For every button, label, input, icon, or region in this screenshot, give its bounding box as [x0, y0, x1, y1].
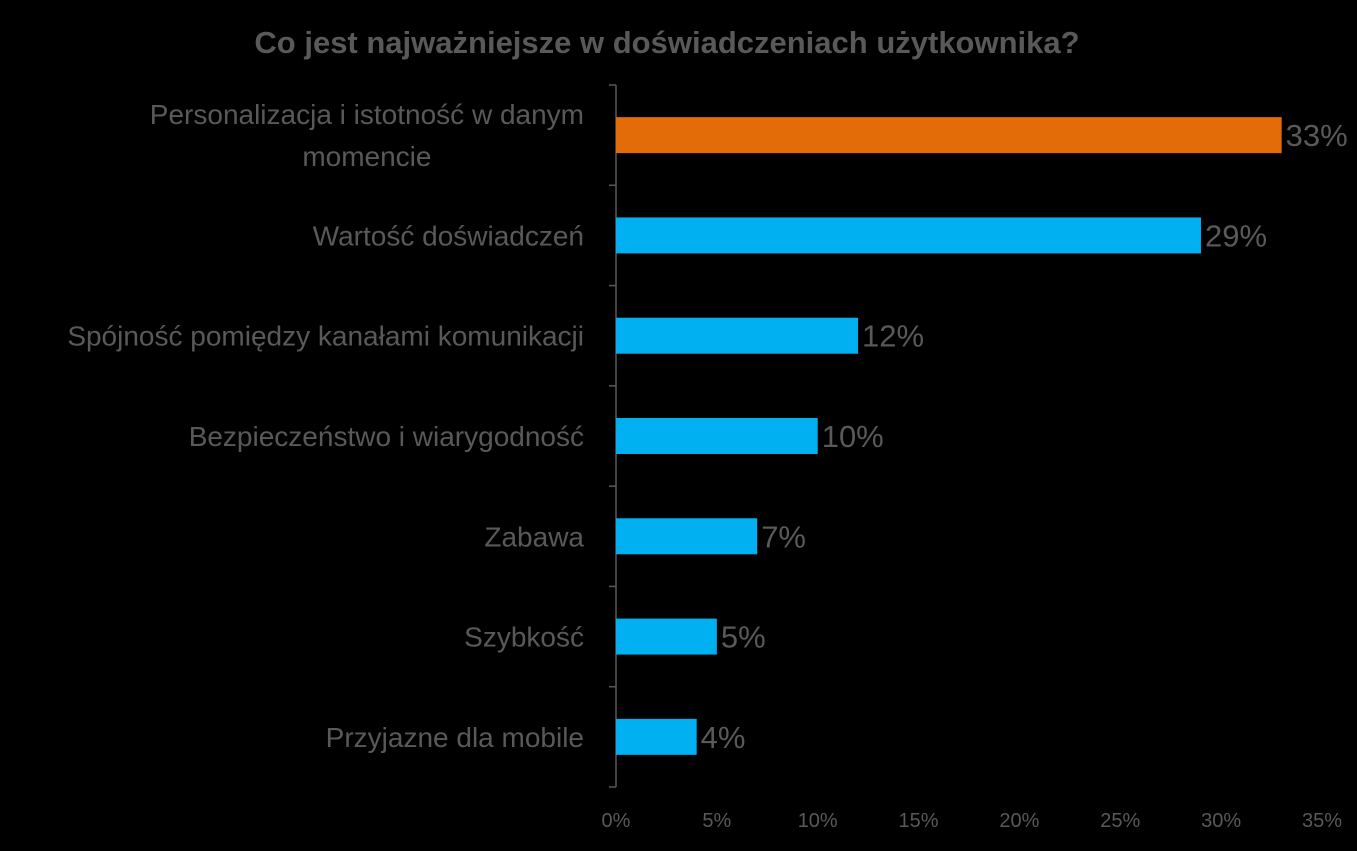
category-label-line: Zabawa [484, 521, 584, 552]
x-tick-label: 10% [798, 810, 838, 832]
category-label-line: Wartość doświadczeń [313, 220, 584, 251]
x-tick-label: 35% [1302, 810, 1342, 832]
x-tick-label: 15% [899, 810, 939, 832]
x-tick-label: 20% [999, 810, 1039, 832]
bars-layer [616, 117, 1282, 755]
category-label: Przyjazne dla mobile [326, 722, 584, 753]
category-label-line: Spójność pomiędzy kanałami komunikacji [67, 321, 584, 352]
category-label: Bezpieczeństwo i wiarygodność [189, 421, 584, 452]
x-tick-label: 0% [602, 810, 631, 832]
category-label-line: Przyjazne dla mobile [326, 722, 584, 753]
x-tick-label: 30% [1201, 810, 1241, 832]
category-label: Personalizacja i istotność w danym momenc… [150, 99, 584, 172]
bar-value-label: 12% [862, 319, 924, 354]
category-label-line: Bezpieczeństwo i wiarygodność [189, 421, 584, 452]
category-label: Szybkość [464, 622, 584, 653]
bar-value-label: 4% [701, 720, 746, 755]
labels-layer: 33% Personalizacja i istotność w danym mom… [67, 99, 1347, 755]
bar [616, 618, 717, 655]
category-label: Spójność pomiędzy kanałami komunikacji [67, 321, 584, 352]
category-label: Wartość doświadczeń [313, 220, 584, 251]
x-tick-label: 25% [1100, 810, 1140, 832]
category-label: Zabawa [484, 521, 584, 552]
category-label-line: Szybkość [464, 622, 584, 653]
bar [616, 718, 697, 755]
bar-value-label: 10% [822, 419, 884, 454]
x-tick-label: 5% [702, 810, 731, 832]
bar-value-label: 5% [721, 620, 766, 655]
bar [616, 217, 1201, 254]
category-label-line: Personalizacja i istotność w danym [150, 99, 584, 130]
category-label-line: momencie [302, 141, 431, 172]
bar-value-label: 33% [1286, 118, 1348, 153]
bar-value-label: 29% [1205, 218, 1267, 253]
bar [616, 418, 818, 454]
axis-layer: 0% 5% 10% 15% 20% 25% 30% 35% [602, 84, 1342, 832]
bar [616, 518, 758, 555]
chart-title: Co jest najważniejsze w doświadczeniach … [254, 25, 1079, 60]
bar [616, 317, 859, 354]
bar-value-label: 7% [761, 519, 806, 554]
bar [616, 117, 1282, 154]
